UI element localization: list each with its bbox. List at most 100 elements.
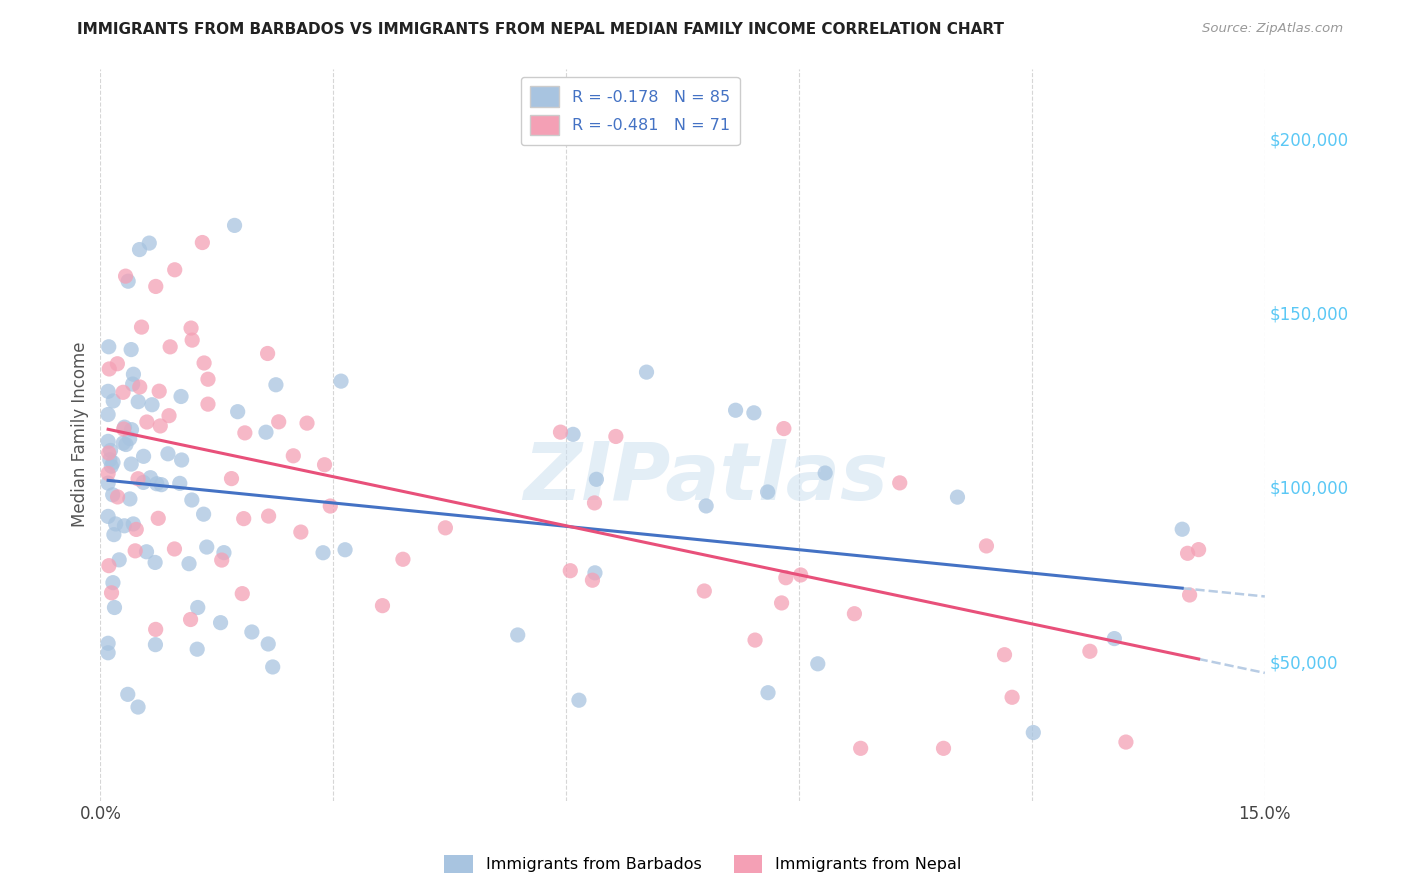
Point bbox=[128, 380, 150, 394]
Point bbox=[849, 741, 872, 756]
Point bbox=[1177, 546, 1199, 560]
Point bbox=[128, 243, 150, 257]
Point bbox=[257, 509, 280, 524]
Point bbox=[1104, 632, 1126, 646]
Point bbox=[1001, 690, 1024, 705]
Point bbox=[97, 384, 120, 399]
Point bbox=[976, 539, 998, 553]
Point bbox=[118, 432, 141, 446]
Point bbox=[138, 236, 160, 251]
Point bbox=[605, 429, 627, 443]
Point bbox=[97, 509, 120, 524]
Point bbox=[101, 575, 124, 590]
Point bbox=[814, 466, 837, 480]
Point bbox=[392, 552, 415, 566]
Point bbox=[193, 507, 215, 521]
Point bbox=[256, 346, 278, 360]
Legend: R = -0.178   N = 85, R = -0.481   N = 71: R = -0.178 N = 85, R = -0.481 N = 71 bbox=[520, 77, 740, 145]
Point bbox=[583, 566, 606, 580]
Point bbox=[187, 600, 209, 615]
Y-axis label: Median Family Income: Median Family Income bbox=[72, 342, 89, 527]
Point bbox=[1187, 542, 1209, 557]
Point bbox=[568, 693, 591, 707]
Point bbox=[145, 476, 167, 491]
Text: ZIPatlas: ZIPatlas bbox=[523, 440, 889, 517]
Point bbox=[197, 397, 219, 411]
Point bbox=[141, 398, 163, 412]
Point bbox=[889, 475, 911, 490]
Point bbox=[156, 447, 179, 461]
Point bbox=[693, 584, 716, 599]
Text: IMMIGRANTS FROM BARBADOS VS IMMIGRANTS FROM NEPAL MEDIAN FAMILY INCOME CORRELATI: IMMIGRANTS FROM BARBADOS VS IMMIGRANTS F… bbox=[77, 22, 1004, 37]
Point bbox=[1171, 522, 1194, 536]
Point bbox=[143, 556, 166, 570]
Point bbox=[132, 475, 155, 490]
Legend: Immigrants from Barbados, Immigrants from Nepal: Immigrants from Barbados, Immigrants fro… bbox=[439, 848, 967, 880]
Point bbox=[224, 219, 246, 233]
Point bbox=[695, 499, 717, 513]
Point bbox=[283, 449, 305, 463]
Point bbox=[742, 406, 765, 420]
Point bbox=[562, 427, 585, 442]
Point bbox=[101, 456, 124, 470]
Point bbox=[197, 372, 219, 386]
Point bbox=[946, 490, 969, 504]
Point bbox=[807, 657, 830, 671]
Point bbox=[97, 558, 120, 573]
Point bbox=[112, 436, 135, 450]
Point bbox=[108, 553, 131, 567]
Point bbox=[120, 457, 142, 471]
Point bbox=[333, 542, 356, 557]
Point bbox=[127, 700, 149, 714]
Point bbox=[506, 628, 529, 642]
Point bbox=[180, 321, 202, 335]
Point bbox=[233, 425, 256, 440]
Point bbox=[932, 741, 955, 756]
Point bbox=[191, 235, 214, 250]
Point bbox=[295, 416, 318, 430]
Point bbox=[773, 421, 796, 435]
Point bbox=[122, 368, 145, 382]
Point bbox=[240, 625, 263, 640]
Point bbox=[231, 587, 253, 601]
Point bbox=[312, 546, 335, 560]
Point bbox=[186, 642, 208, 657]
Point bbox=[1022, 725, 1045, 739]
Point bbox=[149, 419, 172, 434]
Point bbox=[193, 356, 215, 370]
Text: Source: ZipAtlas.com: Source: ZipAtlas.com bbox=[1202, 22, 1343, 36]
Point bbox=[121, 423, 143, 437]
Point bbox=[844, 607, 866, 621]
Point bbox=[115, 437, 138, 451]
Point bbox=[371, 599, 394, 613]
Point bbox=[1115, 735, 1137, 749]
Point bbox=[257, 637, 280, 651]
Point bbox=[290, 524, 312, 539]
Point bbox=[131, 320, 153, 334]
Point bbox=[100, 586, 122, 600]
Point bbox=[97, 446, 120, 460]
Point bbox=[209, 615, 232, 630]
Point bbox=[125, 523, 148, 537]
Point bbox=[121, 377, 143, 392]
Point bbox=[254, 425, 277, 440]
Point bbox=[97, 636, 120, 650]
Point bbox=[127, 472, 149, 486]
Point bbox=[103, 393, 125, 408]
Point bbox=[120, 343, 142, 357]
Point bbox=[993, 648, 1015, 662]
Point bbox=[163, 541, 186, 556]
Point bbox=[770, 596, 793, 610]
Point bbox=[135, 415, 157, 429]
Point bbox=[127, 394, 149, 409]
Point bbox=[122, 516, 145, 531]
Point bbox=[756, 485, 779, 500]
Point bbox=[148, 384, 170, 399]
Point bbox=[583, 496, 606, 510]
Point bbox=[744, 633, 766, 648]
Point bbox=[145, 623, 167, 637]
Point bbox=[180, 613, 202, 627]
Point bbox=[181, 333, 204, 347]
Point bbox=[789, 568, 811, 582]
Point bbox=[117, 687, 139, 701]
